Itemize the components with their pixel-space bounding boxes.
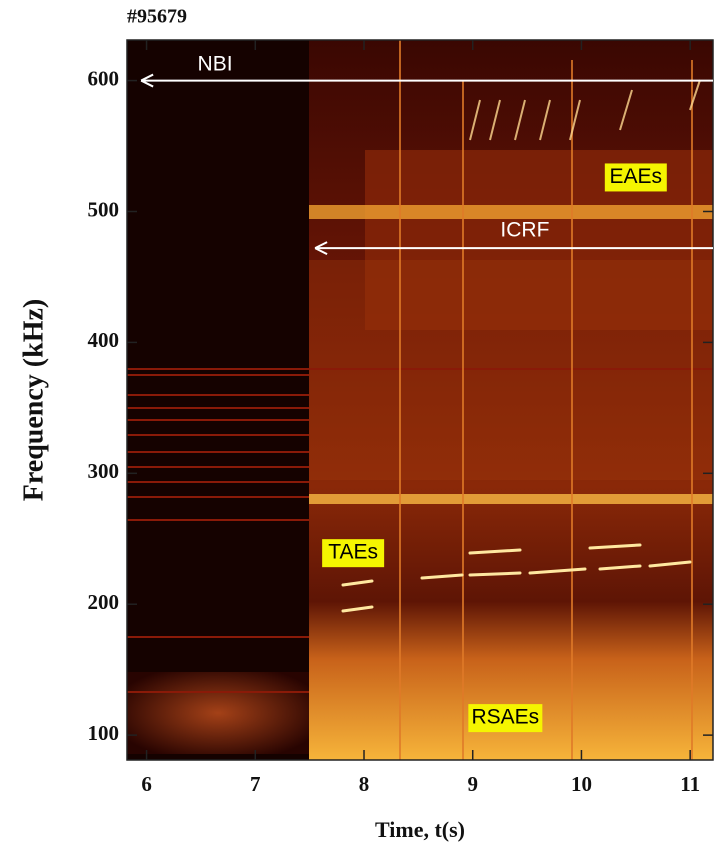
spectrogram-image	[127, 40, 713, 760]
y-tick-label: 500	[88, 197, 120, 221]
y-tick-label: 400	[88, 328, 120, 352]
x-tick-label: 6	[141, 772, 152, 796]
label-box	[604, 163, 667, 192]
x-tick-label: 9	[467, 772, 478, 796]
annotation: NBI	[198, 52, 233, 75]
x-tick-label: 7	[250, 772, 261, 796]
annotation: RSAEs	[472, 706, 540, 729]
y-tick-label: 100	[88, 721, 120, 745]
plot-frame	[126, 39, 714, 761]
label-box	[322, 539, 385, 568]
annotation: ICRF	[500, 219, 549, 242]
arrow-head	[314, 241, 328, 256]
arrow-head	[140, 73, 154, 88]
x-tick-label: 11	[680, 772, 700, 796]
chart-title: #95679	[127, 6, 187, 28]
y-tick-label: 200	[88, 590, 120, 614]
x-tick-label: 8	[359, 772, 370, 796]
y-tick-label: 600	[88, 66, 120, 90]
annotation: EAEs	[610, 165, 663, 188]
y-tick-label: 300	[88, 459, 120, 483]
annotation: TAEs	[328, 541, 378, 564]
y-axis-label: Frequency (kHz)	[18, 299, 49, 501]
x-tick-label: 10	[571, 772, 592, 796]
label-box	[468, 704, 543, 733]
x-axis-label: Time, t(s)	[375, 817, 465, 842]
